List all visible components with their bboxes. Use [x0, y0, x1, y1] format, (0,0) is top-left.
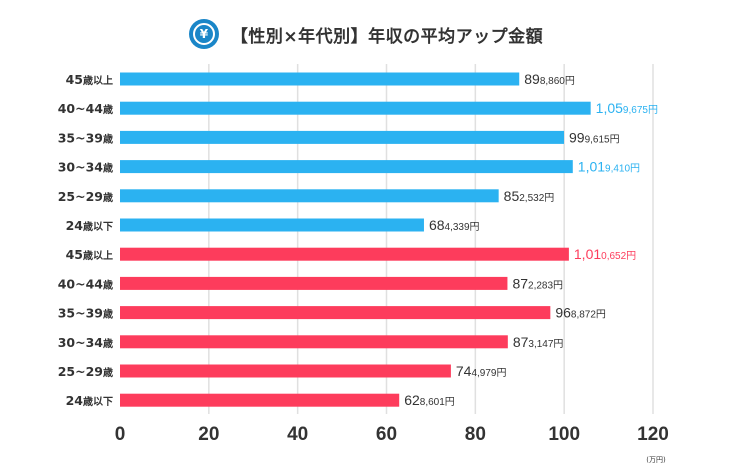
y-tick-label: 25~29歳: [58, 364, 113, 379]
bar-male: [120, 160, 573, 174]
x-tick-label: 80: [465, 424, 486, 445]
y-tick-label: 35~39歳: [58, 130, 113, 145]
bar-female: [120, 393, 400, 407]
y-tick-label: 24歳以下: [66, 393, 113, 408]
bar-female: [120, 335, 508, 349]
bar-female: [120, 247, 569, 261]
chart-title-area: ¥ 【性別×年代別】年収の平均アップ金額: [0, 14, 732, 54]
data-label: 852,532円: [504, 188, 555, 204]
data-label: 684,339円: [429, 217, 480, 233]
data-label: 872,283円: [512, 275, 563, 291]
y-tick-label: 30~34歳: [58, 160, 113, 175]
x-tick-label: 60: [376, 424, 397, 445]
y-tick-label: 40~44歳: [58, 101, 113, 116]
chart-title: 【性別×年代別】年収の平均アップ金額: [230, 26, 544, 47]
bar-male: [120, 101, 591, 115]
y-tick-label: 40~44歳: [58, 276, 113, 291]
x-tick-label: 20: [198, 424, 219, 445]
data-label: 1,019,410円: [578, 159, 640, 175]
y-tick-label: 25~29歳: [58, 189, 113, 204]
bar-male: [120, 72, 520, 86]
y-tick-label: 45歳以上: [66, 72, 113, 87]
data-label: 898,860円: [524, 71, 575, 87]
bar-male: [120, 130, 564, 144]
yen-icon: ¥: [188, 19, 219, 49]
bar-female: [120, 276, 508, 290]
x-axis-unit: (万円): [646, 456, 666, 464]
data-label: 873,147円: [513, 334, 564, 350]
data-label: 744,979円: [456, 363, 507, 379]
yen-icon-glyph: ¥: [192, 23, 215, 45]
x-tick-label: 100: [548, 424, 580, 445]
y-tick-label: 35~39歳: [58, 306, 113, 321]
data-label: 999,615円: [569, 129, 620, 145]
data-label: 628,601円: [404, 392, 455, 408]
bar-female: [120, 306, 551, 320]
bar-female: [120, 364, 451, 378]
x-tick-label: 120: [637, 424, 669, 445]
y-tick-label: 24歳以下: [66, 218, 113, 233]
bar-male: [120, 189, 499, 203]
bar-male: [120, 218, 424, 232]
x-tick-label: 0: [115, 424, 126, 445]
y-tick-label: 45歳以上: [66, 247, 113, 262]
y-tick-label: 30~34歳: [58, 335, 113, 350]
x-tick-label: 40: [287, 424, 308, 445]
data-label: 1,059,675円: [596, 100, 658, 116]
data-label: 1,010,652円: [574, 246, 636, 262]
data-label: 968,872円: [555, 305, 606, 321]
